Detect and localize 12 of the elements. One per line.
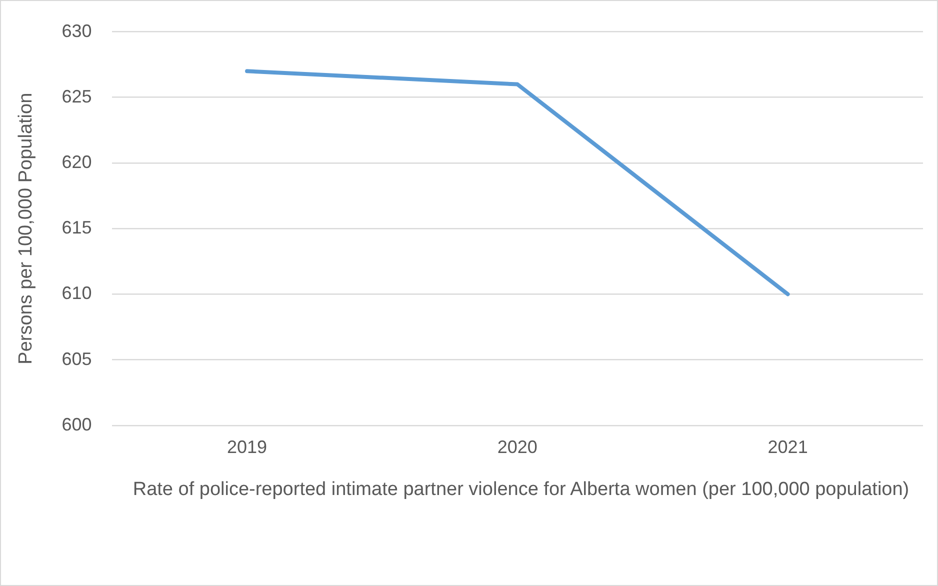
x-axis-title: Rate of police-reported intimate partner violence for Alberta women (per 100,000 population) xyxy=(132,478,910,502)
y-tick-label: 610 xyxy=(62,283,92,304)
y-tick-label: 615 xyxy=(62,218,92,238)
y-axis-title: Persons per 100,000 Population xyxy=(16,92,37,364)
y-tick-label: 620 xyxy=(62,152,92,172)
x-tick-label: 2021 xyxy=(768,437,808,458)
y-tick-label: 605 xyxy=(62,348,92,369)
y-tick-label: 600 xyxy=(62,414,92,434)
x-tick-label: 2020 xyxy=(497,437,538,458)
x-tick-label: 2019 xyxy=(227,437,268,458)
y-tick-label: 625 xyxy=(62,86,92,106)
y-tick-label: 630 xyxy=(62,20,92,41)
